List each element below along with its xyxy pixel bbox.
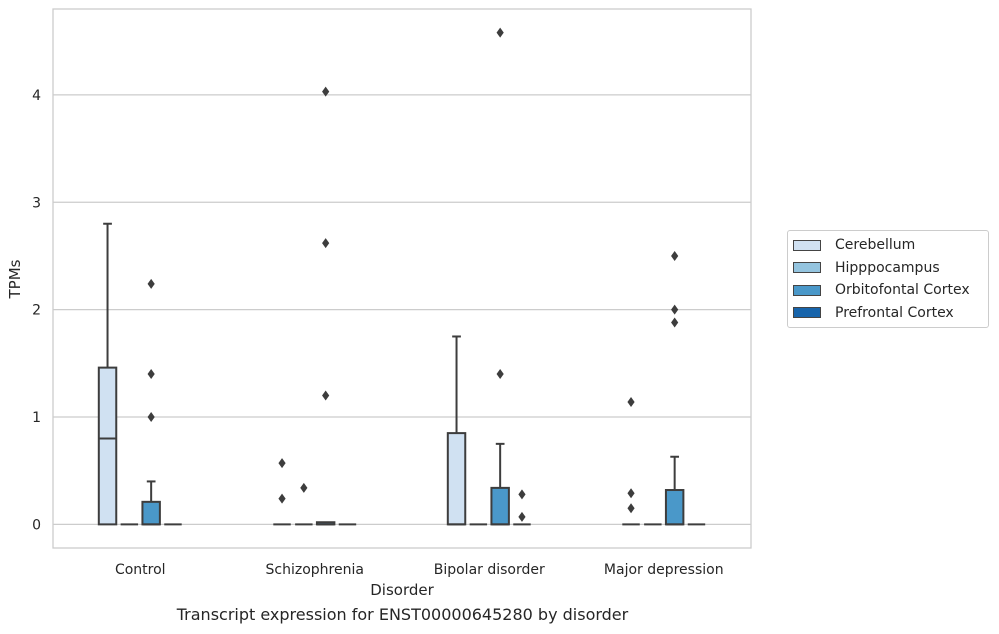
legend-label: Cerebellum [835, 237, 916, 254]
outlier-point [627, 396, 635, 407]
x-axis-ticks: Control Schizophrenia Bipolar disorder Majo… [115, 562, 724, 578]
box-iqr [664, 489, 685, 526]
box-cerebellum [97, 222, 118, 526]
outlier-point [147, 278, 155, 289]
box-cerebellum [622, 396, 640, 526]
y-tick-label: 0 [32, 517, 41, 533]
outlier-point [627, 503, 635, 514]
gridlines [53, 94, 751, 526]
outlier-point [278, 458, 286, 469]
outlier-point [518, 489, 526, 500]
box-orbitofontal-cortex [315, 86, 336, 526]
legend-item: Orbitofontal Cortex [788, 279, 988, 302]
y-tick-label: 3 [32, 195, 41, 211]
y-tick-label: 1 [32, 410, 41, 426]
x-tick-label: Control [115, 562, 166, 578]
legend-label: Prefrontal Cortex [835, 304, 954, 321]
box-orbitofontal-cortex [664, 250, 685, 526]
box-hipppocampus [295, 482, 313, 526]
box-plot-marks [97, 27, 706, 526]
plot-area-frame [52, 8, 752, 549]
box-cerebellum [273, 458, 291, 526]
outlier-point [322, 390, 330, 401]
box-prefrontal-cortex [513, 489, 531, 526]
outlier-point [671, 317, 679, 328]
outlier-point [671, 304, 679, 315]
outlier-point [278, 493, 286, 504]
outlier-point [496, 27, 504, 38]
outlier-point [147, 412, 155, 423]
legend-swatch [793, 284, 821, 296]
x-tick-label: Schizophrenia [266, 562, 364, 578]
outlier-point [671, 250, 679, 261]
box-iqr [97, 366, 118, 526]
legend-swatch [793, 307, 821, 319]
y-axis-title: TPMs [6, 259, 24, 299]
outlier-point [496, 369, 504, 380]
legend-swatch [793, 239, 821, 251]
outlier-point [300, 482, 308, 493]
outlier-point [147, 369, 155, 380]
x-tick-label: Major depression [604, 562, 724, 578]
box-cerebellum [446, 335, 467, 526]
legend: Cerebellum Hipppocampus Orbitofontal Corte… [787, 230, 989, 328]
legend-item: Prefrontal Cortex [788, 302, 988, 325]
legend-label: Hipppocampus [835, 259, 940, 276]
outlier-point [322, 86, 330, 97]
box-orbitofontal-cortex [141, 278, 161, 526]
legend-item: Cerebellum [788, 234, 988, 257]
outlier-point [518, 511, 526, 522]
y-tick-label: 4 [32, 88, 41, 104]
chart-caption: Transcript expression for ENST0000064528… [176, 605, 629, 624]
y-tick-label: 2 [32, 303, 41, 319]
outlier-point [627, 488, 635, 499]
x-axis-title: Disorder [370, 581, 434, 599]
box-iqr [490, 486, 510, 526]
legend-swatch [793, 262, 821, 274]
box-iqr [141, 500, 161, 526]
y-axis-ticks: 0 1 2 3 4 [32, 88, 41, 533]
outlier-point [322, 238, 330, 249]
box-iqr [446, 432, 467, 526]
box-orbitofontal-cortex [490, 27, 510, 526]
legend-item: Hipppocampus [788, 257, 988, 280]
x-tick-label: Bipolar disorder [434, 562, 545, 578]
legend-label: Orbitofontal Cortex [835, 282, 970, 299]
